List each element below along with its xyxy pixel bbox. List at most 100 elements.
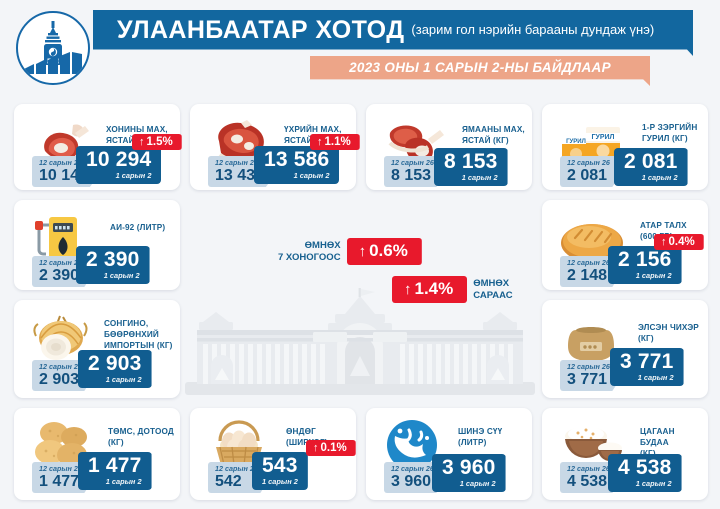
product-label: 1-Р ЗЭРГИЙН ГУРИЛ (КГ): [642, 122, 704, 144]
current-price-date: 1 сарын 2: [635, 479, 672, 488]
current-price-date: 1 сарын 2: [262, 477, 298, 486]
arrow-up-icon: ↑: [313, 442, 319, 454]
current-price-value: 2 390: [86, 248, 140, 271]
product-label-line: АТАР ТАЛХ: [640, 221, 687, 230]
arrow-up-icon: ↑: [404, 281, 412, 298]
product-label-line: (КГ): [640, 449, 656, 458]
product-label-line: ЯМААНЫ МАХ,: [462, 125, 525, 134]
price-change-value: 0.1%: [320, 442, 347, 454]
current-price-value: 4 538: [618, 456, 672, 479]
previous-price-tag: 12 сарын 26 3 960: [384, 462, 441, 493]
previous-price-value: 2 903: [39, 371, 80, 388]
product-label-line: ӨНДӨГ: [286, 427, 316, 436]
previous-price-date: 12 сарын 26: [391, 464, 434, 473]
arrow-up-icon: ↑: [317, 136, 323, 148]
previous-price-value: 542: [215, 473, 242, 490]
current-price-date: 1 сарын 2: [459, 479, 496, 488]
arrow-up-icon: ↑: [661, 236, 667, 248]
logo: [14, 9, 92, 87]
previous-price-date: 12 сарын 26: [567, 464, 610, 473]
product-label-line: (КГ): [638, 334, 654, 343]
emblem-icon: [16, 11, 90, 85]
current-price-value: 13 586: [264, 148, 330, 171]
current-price-date: 1 сарын 2: [105, 375, 142, 384]
current-price-date: 1 сарын 2: [641, 173, 678, 182]
current-price-tag: 3 960 1 сарын 2: [432, 454, 506, 492]
product-label-line: ЯСТАЙ (КГ): [462, 136, 509, 145]
product-label-line: ХОНИНЫ МАХ,: [106, 125, 168, 134]
previous-price-value: 10 144: [39, 167, 88, 184]
previous-price-date: 12 сарын 26: [215, 464, 258, 473]
product-label-line: ЦАГААН БУДАА: [640, 427, 675, 447]
price-change-badge: ↑ 1.1%: [310, 134, 360, 150]
previous-price-date: 12 сарын 26: [567, 362, 610, 371]
current-price-value: 2 081: [624, 150, 678, 173]
current-price-date: 1 сарын 2: [635, 271, 672, 280]
lamb-meat-icon: [30, 118, 100, 170]
product-label-line: ИМПОРТЫН (КГ): [104, 341, 173, 350]
current-price-tag: 10 294 1 сарын 2: [76, 146, 162, 184]
weekly-change-badge: ↑ 0.6%: [346, 238, 422, 265]
product-card-khonin-makh: ХОНИНЫ МАХ, ЯСТАЙ (КГ) 12 сарын 26 10 144 10…: [14, 104, 182, 190]
previous-price-tag: 12 сарын 26 2 148: [560, 256, 617, 287]
current-price-tag: 2 156 1 сарын 2: [608, 246, 682, 284]
previous-price-date: 12 сарын 26: [391, 158, 434, 167]
previous-price-date: 12 сарын 26: [215, 158, 258, 167]
current-price-tag: 2 081 1 сарын 2: [614, 148, 688, 186]
previous-price-value: 1 477: [39, 473, 80, 490]
weekly-change-value: 0.6%: [369, 241, 408, 260]
monthly-change-badge: ↑ 1.4%: [392, 276, 468, 303]
current-price-value: 3 771: [620, 350, 674, 373]
product-card-ukhriin-makh: ҮХРИЙН МАХ, ЯСТАЙ (КГ) 12 сарын 26 13 438 13…: [190, 104, 360, 190]
current-price-date: 1 сарын 2: [105, 477, 142, 486]
monthly-change-value: 1.4%: [414, 279, 454, 298]
weekly-change-label: ӨМНӨХ 7 ХОНОГООС: [278, 240, 341, 263]
product-label-line: 1-Р ЗЭРГИЙН: [642, 123, 698, 132]
product-label-line: ЭЛСЭН ЧИХЭР: [638, 323, 699, 332]
previous-price-tag: 12 сарын 26 4 538: [560, 462, 617, 493]
government-palace-illustration: [185, 288, 535, 395]
previous-price-date: 12 сарын 26: [39, 464, 82, 473]
date-banner: 2023 ОНЫ 1 САРЫН 2-НЫ БАЙДЛААР: [310, 56, 650, 86]
current-price-value: 2 156: [618, 248, 672, 271]
bar-chart-icon: [24, 52, 82, 74]
previous-price-value: 13 438: [215, 167, 264, 184]
product-label-line: АИ-92 (ЛИТР): [110, 223, 166, 232]
product-card-ai-92: АИ-92 (ЛИТР) 12 сарын 26 2 390 2 390 1 сарын…: [14, 200, 180, 290]
current-price-tag: 543 1 сарын 2: [252, 452, 308, 490]
current-price-tag: 4 538 1 сарын 2: [608, 454, 682, 492]
current-price-value: 10 294: [86, 148, 152, 171]
product-label: ШИНЭ СҮҮ (ЛИТР): [458, 426, 528, 448]
previous-price-tag: 12 сарын 26 2 081: [560, 156, 617, 187]
product-card-guril: ГУРИЛ ГУРИЛ 1-Р ЗЭРГИЙН ГУРИЛ (КГ) 12 сары…: [542, 104, 708, 190]
previous-price-value: 3 960: [391, 473, 432, 490]
product-card-elsen-chikher: ЭЛСЭН ЧИХЭР (КГ) 12 сарын 26 3 771 3 771 1 са…: [542, 300, 708, 398]
current-price-value: 543: [262, 454, 298, 477]
product-label: ТӨМС, ДОТООД (КГ): [108, 426, 176, 448]
current-price-value: 2 903: [88, 352, 142, 375]
potato-icon: [28, 416, 98, 472]
page-subtitle: (зарим гол нэрийн барааны дундаж үнэ): [411, 21, 655, 37]
current-price-tag: 13 586 1 сарын 2: [254, 146, 340, 184]
price-change-value: 1.1%: [324, 136, 351, 148]
current-price-date: 1 сарын 2: [103, 271, 140, 280]
price-change-badge: ↑ 0.1%: [306, 440, 356, 456]
price-change-value: 0.4%: [668, 236, 695, 248]
product-label-line: ГУРИЛ (КГ): [642, 134, 688, 143]
current-price-tag: 2 390 1 сарын 2: [76, 246, 150, 284]
product-card-yamaany-makh: ЯМААНЫ МАХ, ЯСТАЙ (КГ) 12 сарын 26 8 153 8 1…: [366, 104, 532, 190]
header: УЛААНБААТАР ХОТОД (зарим гол нэрийн бара…: [0, 0, 720, 96]
product-card-songino: СОНГИНО, БӨӨРӨНХИЙ ИМПОРТЫН (КГ) 12 сарын 2…: [14, 300, 180, 398]
current-price-date: 1 сарын 2: [293, 171, 330, 180]
previous-price-date: 12 сарын 26: [567, 258, 610, 267]
weekly-change-note: ӨМНӨХ 7 ХОНОГООС ↑ 0.6%: [278, 238, 422, 265]
product-label-line: ҮХРИЙН МАХ,: [284, 125, 342, 134]
current-price-tag: 2 903 1 сарын 2: [78, 350, 152, 388]
product-label: ҮХРИЙН МАХ, ЯСТАЙ (КГ): [284, 124, 352, 146]
price-change-badge: ↑ 1.5%: [132, 134, 182, 150]
bread-loaf-icon: [556, 214, 628, 268]
date-text: 2023 ОНЫ 1 САРЫН 2-НЫ БАЙДЛААР: [349, 60, 611, 75]
current-price-date: 1 сарын 2: [637, 373, 674, 382]
